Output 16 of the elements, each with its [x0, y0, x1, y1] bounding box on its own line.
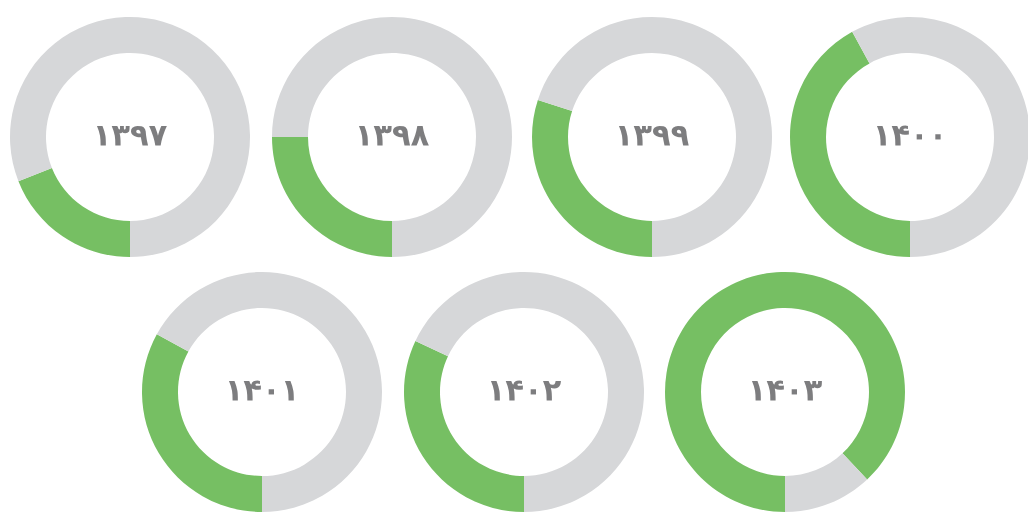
- donut-slice: [852, 17, 1028, 257]
- donut-slice: [10, 17, 250, 257]
- donut-slice: [785, 453, 868, 512]
- donut-slice: [272, 17, 512, 257]
- donut-slice: [18, 167, 130, 257]
- text: ۱۴۰۰: [876, 125, 941, 146]
- text: ۱۴۰۲: [490, 380, 561, 401]
- text: ۱۳۹۸: [358, 125, 429, 146]
- text: ۱۳۹۹: [618, 125, 689, 146]
- text: ۱۴۰۱: [228, 380, 294, 401]
- donut-slice: [665, 272, 905, 512]
- text: ۱۳۹۷: [96, 125, 167, 146]
- donut-slice: [537, 17, 772, 257]
- text: ۱۴۰۳: [751, 380, 822, 401]
- donut-slice: [415, 272, 644, 512]
- donut-slice: [156, 272, 382, 512]
